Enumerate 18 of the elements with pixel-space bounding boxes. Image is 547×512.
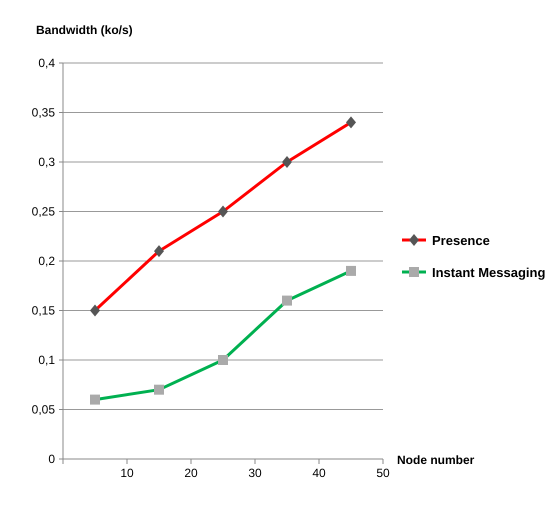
- y-tick-label: 0,05: [32, 402, 56, 416]
- x-tick-label: 20: [184, 466, 198, 480]
- y-tick-label: 0,1: [38, 353, 56, 367]
- legend-label: Presence: [432, 233, 490, 248]
- x-tick-label: 40: [312, 466, 326, 480]
- y-tick-label: 0,4: [38, 56, 56, 70]
- x-axis-title: Node number: [397, 453, 475, 467]
- y-axis-title: Bandwidth (ko/s): [36, 23, 133, 37]
- y-tick-label: 0,25: [32, 204, 56, 218]
- x-tick-label: 50: [376, 466, 390, 480]
- x-tick-label: 30: [248, 466, 262, 480]
- y-tick-label: 0: [48, 452, 56, 466]
- legend-label: Instant Messaging: [432, 265, 546, 280]
- y-tick-label: 0,35: [32, 106, 56, 120]
- y-tick-label: 0,3: [38, 155, 56, 169]
- x-tick-label: 10: [120, 466, 134, 480]
- y-tick-label: 0,2: [38, 254, 56, 268]
- y-tick-label: 0,15: [32, 304, 56, 318]
